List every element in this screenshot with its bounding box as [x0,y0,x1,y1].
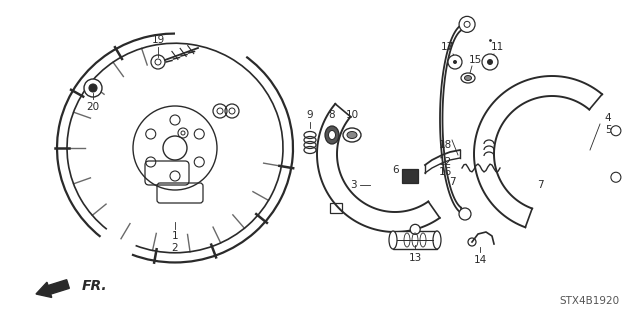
Text: 8: 8 [329,110,335,120]
Text: 20: 20 [86,102,100,112]
Text: 19: 19 [152,35,164,45]
FancyArrow shape [36,280,69,297]
Text: 13: 13 [408,253,422,263]
Circle shape [459,16,475,32]
Text: 7: 7 [537,180,543,190]
Text: 15: 15 [468,55,482,65]
FancyBboxPatch shape [393,231,437,249]
Text: FR.: FR. [82,279,108,293]
Text: 11: 11 [490,42,504,52]
Text: 4: 4 [605,113,611,123]
Text: 1: 1 [172,231,179,241]
Ellipse shape [343,128,361,142]
Text: 18: 18 [438,140,452,150]
Text: 9: 9 [307,110,314,120]
Circle shape [453,60,457,64]
Text: 5: 5 [605,125,611,135]
Ellipse shape [465,76,472,80]
Ellipse shape [328,130,335,139]
Text: 12: 12 [438,157,452,167]
Text: 16: 16 [438,167,452,177]
Text: 2: 2 [172,243,179,253]
Text: 17: 17 [440,42,454,52]
Circle shape [487,59,493,65]
Ellipse shape [389,231,397,249]
Ellipse shape [461,73,475,83]
Text: 3: 3 [349,180,356,190]
Circle shape [151,55,165,69]
Ellipse shape [433,231,441,249]
Text: STX4B1920: STX4B1920 [560,296,620,306]
Text: 6: 6 [393,165,399,175]
Ellipse shape [325,126,339,144]
Circle shape [482,54,498,70]
Circle shape [410,224,420,234]
Circle shape [84,79,102,97]
Text: 14: 14 [474,255,486,265]
Circle shape [89,84,97,92]
Circle shape [459,208,471,220]
Circle shape [611,172,621,182]
Circle shape [448,55,462,69]
Text: 10: 10 [346,110,358,120]
Text: 7: 7 [449,177,455,187]
Circle shape [611,126,621,136]
FancyBboxPatch shape [402,169,418,183]
Ellipse shape [347,131,357,138]
